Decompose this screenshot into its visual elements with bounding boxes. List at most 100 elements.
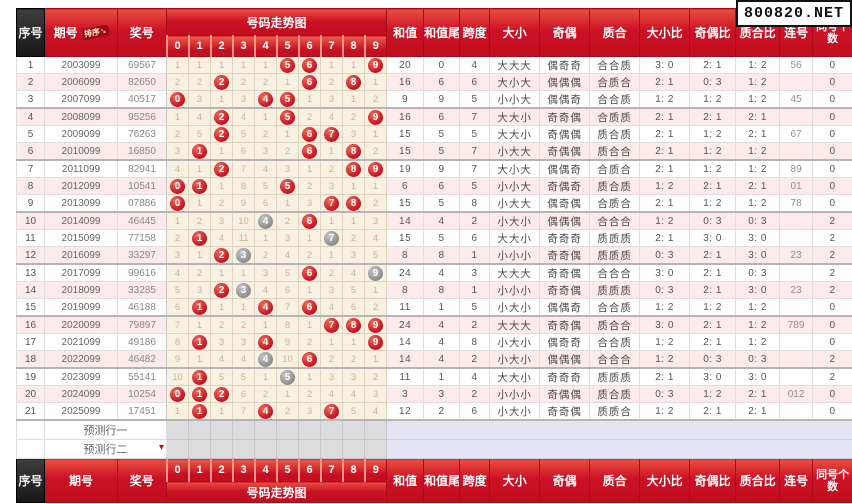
trend-cell: 0 [166,194,189,213]
issue-cell: 2017099 [44,263,118,282]
red-ball: 8 [346,317,361,333]
red-ball: 4 [258,334,273,350]
sum-tail-cell: 4 [423,333,461,351]
trend-cell: 5 [276,367,299,386]
trend-cell: 6 [232,385,255,403]
trend-cell: 1 [363,281,388,299]
prize-cell: 16850 [117,142,167,161]
table-row: 4 2008099 95256 1 4 2 4 1 5 2 4 2 9 16 6 7 大大小 奇奇偶 合质质 2: 1… [16,107,852,126]
trend-cell: 2 [254,385,277,403]
table-body: 1 2003099 69567 1 1 1 1 1 5 6 1 1 9 20 0 4 大大大 偶奇奇 合合质 3: 0… [16,56,852,459]
trend-cell: 1 [276,73,299,91]
trend-cell: 1 [298,281,321,299]
trend-cell: 9 [363,159,388,178]
seq-cell: 17 [16,333,45,351]
red-ball: 0 [170,91,185,107]
seq-cell: 15 [16,298,45,317]
digit-header-4: 4 [253,35,277,57]
size-ratio-cell: 1: 2 [639,402,691,421]
trend-cell: 1 [166,211,189,230]
span-cell: 5 [459,298,491,317]
red-ball: 2 [214,109,229,125]
trend-cell: 1 [188,177,211,195]
trend-cell: 2 [363,90,388,109]
same-count-cell: 0 [812,90,852,109]
predict-label[interactable]: 预测行二 ▾ [44,439,167,459]
trend-cell: 9 [232,194,255,213]
issue-cell: 2003099 [44,56,118,74]
col-header-bottom: 奇偶 [539,458,591,503]
issue-footer: 期号 [44,458,118,503]
trend-cell: 1 [188,229,211,247]
sum-tail-cell: 3 [423,385,461,403]
size-cell: 小小大 [489,177,541,195]
red-ball: 7 [324,317,339,333]
parity-cell: 奇奇偶 [539,263,591,282]
seq-cell: 5 [16,125,45,143]
sum-cell: 14 [386,333,425,351]
consecutive-cell [779,350,814,369]
size-cell: 小小小 [489,385,541,403]
prime-ratio-cell: 1: 2 [735,90,781,109]
trend-cell: 0 [166,385,189,403]
predict-trend-cell [363,439,388,459]
predict-trend-cell [232,419,255,440]
trend-cell: 2 [276,402,299,421]
parity-cell: 奇偶偶 [539,142,591,161]
red-ball: 1 [192,178,207,194]
digit-footer-4: 4 [253,458,277,482]
trend-cell: 6 [298,298,321,317]
trend-cell: 1 [320,56,343,74]
issue-cell: 2023099 [44,367,118,386]
col-header-bottom: 质合比 [735,458,781,503]
footer-row-title: 号码走势图 [17,481,852,503]
issue-cell: 2016099 [44,246,118,265]
sum-tail-cell: 5 [423,194,461,213]
predict-label[interactable]: 预测行一 [44,419,167,440]
predict-trend-cell [342,439,365,459]
parity-cell: 偶偶偶 [539,73,591,91]
size-cell: 小大小 [489,211,541,230]
prize-footer: 奖号 [117,458,167,503]
trend-cell: 1 [188,56,211,74]
gray-ball: 9 [368,265,384,281]
prize-cell: 46482 [117,350,167,369]
sort-button[interactable]: 排序➘ [80,24,110,41]
trend-cell: 2 [320,159,343,178]
table-row: 5 2009099 76263 2 5 2 5 2 1 6 7 3 1 15 5 5 大大小 奇偶偶 质合质 2: 1… [16,125,852,143]
prime-ratio-cell: 1: 2 [735,73,781,91]
trend-cell: 7 [232,159,255,178]
digit-header-7: 7 [319,35,343,57]
span-cell: 5 [459,90,491,109]
prize-cell: 10541 [117,177,167,195]
trend-cell: 1 [276,194,299,213]
sum-tail-cell: 4 [423,350,461,369]
trend-cell: 4 [210,229,233,247]
trend-cell: 1 [188,194,211,213]
trend-cell: 6 [342,298,365,317]
trend-cell: 7 [276,298,299,317]
trend-cell: 2 [363,367,388,386]
trend-cell: 3 [210,333,233,351]
prize-cell: 10254 [117,385,167,403]
size-cell: 小大大 [489,194,541,213]
red-ball: 4 [258,299,273,315]
parity-cell: 奇奇奇 [539,367,591,386]
sum-tail-cell: 8 [423,281,461,299]
red-ball: 6 [302,351,317,367]
consecutive-cell: 23 [779,281,814,299]
parity-ratio-cell: 1: 2 [689,298,737,317]
trend-cell: 9 [363,315,388,334]
trend-cell: 9 [363,263,388,282]
same-count-cell: 2 [812,350,852,369]
consecutive-cell [779,367,814,386]
trend-cell: 1 [276,125,299,143]
same-count-cell: 2 [812,281,852,299]
trend-cell: 4 [254,402,277,421]
sum-cell: 12 [386,402,425,421]
col-header-top: 大小 [489,8,541,57]
seq-cell: 19 [16,367,45,386]
trend-cell: 2 [342,350,365,369]
prize-cell: 99616 [117,263,167,282]
